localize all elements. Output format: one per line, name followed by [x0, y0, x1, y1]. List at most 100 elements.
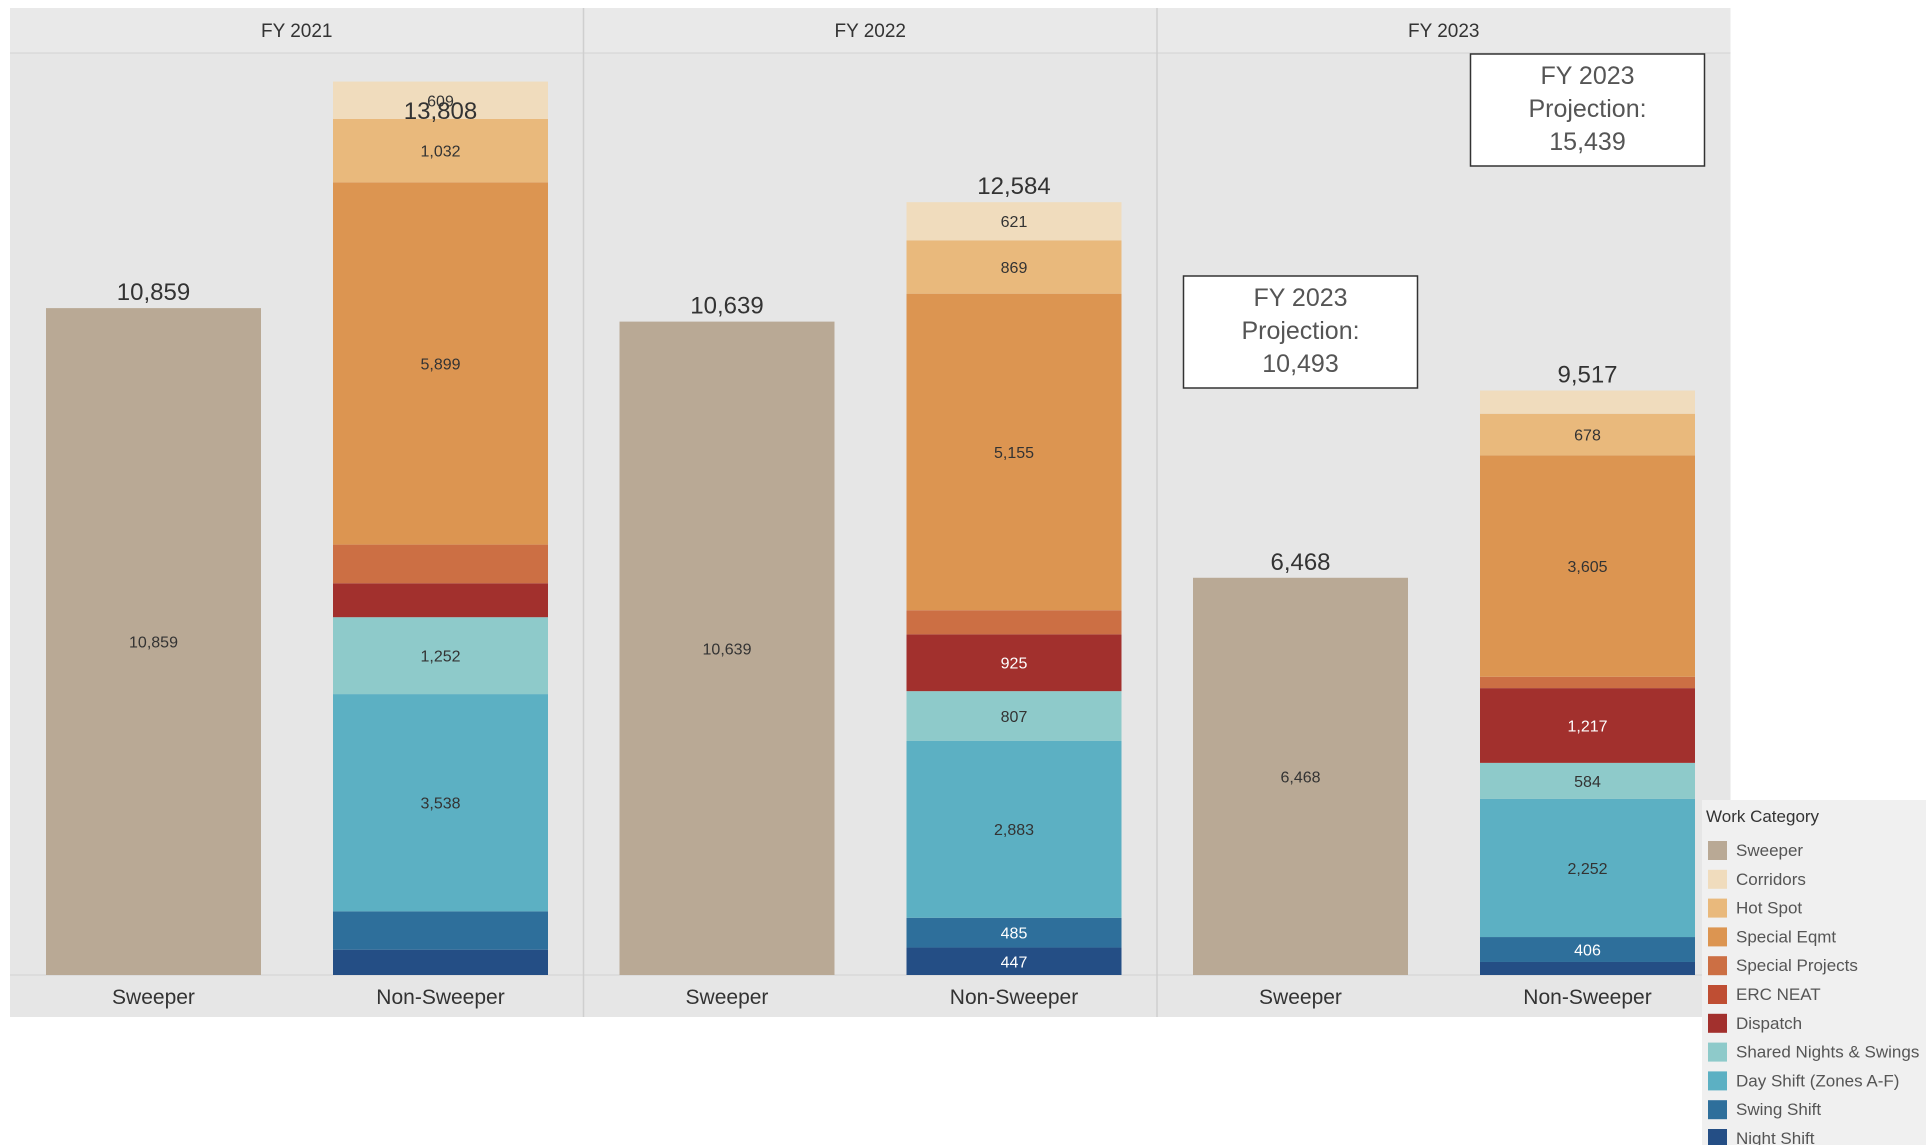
data-label: 2,252	[1567, 861, 1607, 878]
bar-segment-shared-nights-swings[interactable]	[906, 691, 1122, 741]
x-tick-label: Non-Sweeper	[376, 986, 504, 1009]
legend-item[interactable]: Special Eqmt	[1736, 927, 1836, 946]
data-label: 10,859	[129, 635, 178, 652]
legend-title: Work Category	[1706, 807, 1820, 826]
legend-swatch	[1708, 1100, 1727, 1120]
legend-item[interactable]: ERC NEAT	[1736, 985, 1821, 1004]
legend-item[interactable]: Dispatch	[1736, 1014, 1802, 1033]
bar-segment-special-eqmt[interactable]	[1480, 455, 1695, 677]
projection-box	[1469, 53, 1706, 167]
projection-text: Projection:	[1528, 95, 1646, 123]
bar-segment-corridors[interactable]	[906, 202, 1122, 241]
legend-swatch	[1708, 1042, 1727, 1062]
legend-swatch	[1708, 1013, 1727, 1033]
data-label: 3,538	[420, 796, 460, 813]
projection-text: 10,493	[1262, 350, 1338, 378]
x-tick-label: Non-Sweeper	[1523, 986, 1651, 1009]
bar-segment-shared-nights-swings[interactable]	[1480, 762, 1695, 799]
legend-item[interactable]: Sweeper	[1736, 841, 1803, 860]
bar-segment-shared-nights-swings[interactable]	[333, 617, 548, 695]
projection-text: FY 2023	[1253, 284, 1347, 312]
legend-item[interactable]: Swing Shift	[1736, 1100, 1821, 1119]
bar-segment-special-eqmt[interactable]	[906, 293, 1122, 611]
data-label: 1,032	[420, 144, 460, 161]
bar-segment-day-shift-zones-a-f[interactable]	[333, 694, 548, 912]
bar-segment-swing-shift[interactable]	[333, 911, 548, 950]
data-label: 6,468	[1280, 769, 1320, 786]
panel-header	[10, 8, 584, 53]
projection-text: FY 2023	[1540, 62, 1634, 90]
data-label: 1,252	[420, 649, 460, 666]
bar-segment-dispatch[interactable]	[906, 634, 1122, 692]
bar-segment-sweeper[interactable]	[46, 308, 261, 976]
bar-segment-hot-spot[interactable]	[906, 240, 1122, 294]
data-label: 869	[1001, 260, 1028, 277]
bar-segment-night-shift[interactable]	[1480, 961, 1695, 975]
bar-segment-night-shift[interactable]	[906, 947, 1122, 975]
bar-segment-swing-shift[interactable]	[1480, 937, 1695, 962]
total-label: 9,517	[1557, 362, 1617, 389]
bar-segment-night-shift[interactable]	[333, 949, 548, 975]
x-tick-label: Sweeper	[1259, 986, 1342, 1009]
chart-labels: FY 2021 10,859 10,859 Sweeper 3,538 1,252 5,89…	[112, 21, 1706, 1009]
legend-swatch	[1708, 927, 1727, 947]
data-label: 2,883	[994, 822, 1034, 839]
data-label: 584	[1574, 774, 1601, 791]
bar-segment-special-projects[interactable]	[1480, 676, 1695, 689]
legend-swatch	[1708, 1129, 1727, 1145]
total-label: 10,859	[117, 279, 190, 306]
bar-segment-hot-spot[interactable]	[333, 118, 548, 183]
legend-swatch	[1708, 1071, 1727, 1091]
legend-swatch	[1708, 985, 1727, 1004]
bar-segment-day-shift-zones-a-f[interactable]	[1480, 798, 1695, 938]
legend-swatch	[1708, 898, 1727, 918]
bar-segment-hot-spot[interactable]	[1480, 413, 1695, 456]
x-tick-label: Sweeper	[686, 986, 769, 1009]
total-label: 10,639	[690, 293, 763, 320]
bar-segment-dispatch[interactable]	[1480, 688, 1695, 763]
data-label: 678	[1574, 428, 1601, 445]
panel-title: FY 2023	[1408, 21, 1479, 42]
legend-item[interactable]: Night Shift	[1736, 1129, 1815, 1145]
bar-segment-dispatch[interactable]	[333, 583, 548, 618]
x-tick-label: Non-Sweeper	[950, 986, 1078, 1009]
data-label: 3,605	[1567, 559, 1607, 576]
projection-box	[1182, 275, 1419, 389]
legend-item[interactable]: Hot Spot	[1736, 899, 1802, 918]
data-label: 621	[1001, 214, 1028, 231]
chart-bars	[46, 81, 1695, 976]
data-label: 406	[1574, 943, 1601, 960]
legend-item[interactable]: Special Projects	[1736, 956, 1858, 975]
legend-item[interactable]: Corridors	[1736, 870, 1806, 889]
data-label: 807	[1001, 709, 1028, 726]
projection-text: Projection:	[1241, 317, 1359, 345]
bar-segment-sweeper[interactable]	[1193, 577, 1408, 975]
projection-text: 15,439	[1549, 128, 1625, 156]
data-label: 10,639	[703, 641, 752, 658]
panel-title: FY 2021	[261, 21, 332, 42]
bar-segment-swing-shift[interactable]	[906, 917, 1122, 948]
legend-item[interactable]: Day Shift (Zones A-F)	[1736, 1071, 1899, 1090]
data-label: 609	[427, 93, 454, 110]
bar-segment-special-eqmt[interactable]	[333, 182, 548, 545]
data-label: 485	[1001, 926, 1028, 943]
bar-segment-special-projects[interactable]	[906, 610, 1122, 635]
bar-segment-special-projects[interactable]	[333, 544, 548, 584]
data-label: 1,217	[1567, 719, 1607, 736]
total-label: 13,808	[404, 98, 477, 125]
panel-title: FY 2022	[835, 21, 906, 42]
legend-swatch	[1708, 956, 1727, 976]
data-label: 5,899	[420, 356, 460, 373]
bar-segment-day-shift-zones-a-f[interactable]	[906, 740, 1122, 918]
bar-segment-corridors[interactable]	[333, 81, 548, 119]
chart-legend[interactable]: Work Category Sweeper Corridors Hot Spot Spe…	[1702, 800, 1926, 1145]
legend-swatch	[1708, 869, 1727, 889]
legend-swatch	[1708, 841, 1727, 860]
bar-segment-corridors[interactable]	[1480, 390, 1695, 414]
data-label: 447	[1001, 954, 1028, 971]
legend-background	[1702, 800, 1926, 1145]
total-label: 6,468	[1270, 549, 1330, 576]
legend-item[interactable]: Shared Nights & Swings	[1736, 1043, 1919, 1062]
bar-segment-sweeper[interactable]	[619, 321, 835, 975]
